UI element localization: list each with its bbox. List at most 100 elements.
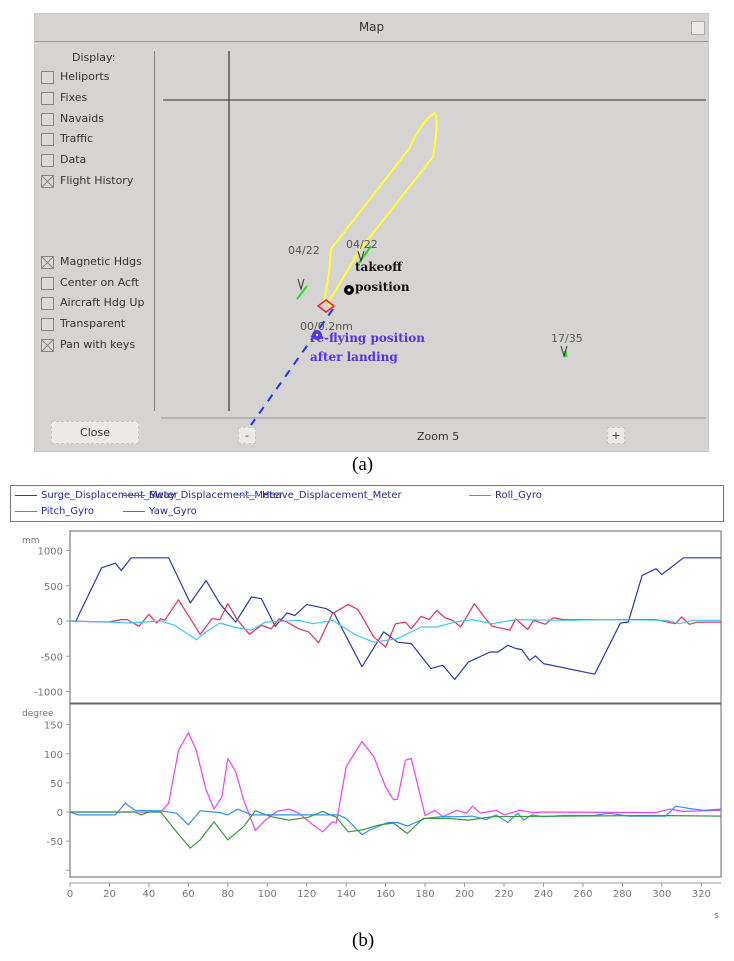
range-label: 00/0.2nm <box>300 320 353 333</box>
legend-item: Pitch_Gyro <box>15 506 94 517</box>
window-maximize-button[interactable] <box>691 21 705 35</box>
legend-swatch <box>15 494 37 497</box>
legend-item: Yaw_Gyro <box>123 506 197 517</box>
runway-label: 17/35 <box>551 332 583 345</box>
flight-history-path <box>323 111 438 308</box>
legend-swatch <box>123 494 145 497</box>
caption-a: (a) <box>352 454 374 475</box>
aircraft-marker-icon <box>316 299 336 313</box>
x-tick-label: 300 <box>652 889 671 900</box>
x-tick-label: 260 <box>573 889 592 900</box>
x-tick-label: 140 <box>337 889 356 900</box>
chart-legend: Surge_Displacement_Meter Sway_Displacemen… <box>10 485 724 522</box>
legend-label: Surge_Displacement_Meter <box>41 490 178 501</box>
checkbox-fixes[interactable] <box>41 92 54 105</box>
checkbox-aircraft-hdg-up[interactable] <box>41 297 54 310</box>
y-tick-label: 100 <box>44 750 63 761</box>
option-label: Fixes <box>60 91 88 104</box>
legend-swatch <box>123 510 145 513</box>
option-label: Data <box>60 153 87 166</box>
y-axis-label: mm <box>22 536 40 546</box>
takeoff-annotation: takeoff <box>355 260 403 274</box>
caption-b: (b) <box>352 930 375 951</box>
series-line-surge_displacement_meter <box>70 557 721 681</box>
y-tick-label: -1000 <box>34 688 63 699</box>
option-label: Navaids <box>60 112 104 125</box>
checkbox-heliports[interactable] <box>41 71 54 84</box>
option-label: Aircraft Hdg Up <box>60 296 145 309</box>
option-label: Pan with keys <box>60 338 136 351</box>
x-tick-label: 60 <box>182 889 195 900</box>
map-title: Map <box>35 14 708 42</box>
zoom-in-button[interactable]: + <box>607 427 625 444</box>
option-label: Flight History <box>60 174 134 187</box>
x-tick-label: 200 <box>455 889 474 900</box>
x-tick-label: 320 <box>692 889 711 900</box>
legend-label: Sway_Displacement_Meter <box>149 490 284 501</box>
legend-item: Sway_Displacement_Meter <box>123 490 283 501</box>
map-canvas[interactable] <box>161 51 706 451</box>
x-tick-label: 120 <box>297 889 316 900</box>
checkbox-traffic[interactable] <box>41 133 54 146</box>
checkbox-flight-history[interactable] <box>41 175 54 188</box>
zoom-out-button[interactable]: - <box>238 427 256 444</box>
option-label: Heliports <box>60 70 110 83</box>
legend-item: Surge_Displacement_Meter <box>15 490 178 501</box>
y-tick-label: 0 <box>57 617 63 628</box>
x-tick-label: 280 <box>613 889 632 900</box>
display-heading: Display: <box>72 51 116 64</box>
option-label: Magnetic Hdgs <box>60 255 142 268</box>
refly-annotation: re-flying position <box>310 331 426 345</box>
legend-swatch <box>469 494 491 497</box>
check-x-icon <box>42 257 53 268</box>
series-line-heave_displacement_meter <box>69 618 721 643</box>
x-tick-label: 80 <box>221 889 234 900</box>
x-tick-label: 180 <box>416 889 435 900</box>
x-tick-label: 160 <box>376 889 395 900</box>
y-tick-label: -500 <box>40 652 63 663</box>
legend-swatch <box>15 510 37 513</box>
legend-label: Roll_Gyro <box>495 490 542 501</box>
plot-area <box>69 703 722 878</box>
y-axis-label: degree <box>22 709 54 719</box>
runway-label: 04/22 <box>346 238 378 251</box>
x-tick-label: 0 <box>67 889 73 900</box>
checkbox-center-on-acft[interactable] <box>41 277 54 290</box>
checkbox-pan-with-keys[interactable] <box>41 339 54 352</box>
y-tick-label: 1000 <box>38 547 63 558</box>
checkbox-magnetic-hdgs[interactable] <box>41 256 54 269</box>
checkbox-data[interactable] <box>41 154 54 167</box>
x-tick-label: 40 <box>143 889 156 900</box>
legend-label: Heave_Displacement_Meter <box>262 490 402 501</box>
series-line-roll_gyro <box>70 732 722 833</box>
check-x-icon <box>42 340 53 351</box>
x-tick-label: 240 <box>534 889 553 900</box>
close-button[interactable]: Close <box>51 421 139 444</box>
checkbox-navaids[interactable] <box>41 113 54 126</box>
legend-label: Yaw_Gyro <box>149 506 197 517</box>
series-line-yaw_gyro <box>70 810 722 849</box>
y-tick-label: -50 <box>47 837 63 848</box>
series-line-pitch_gyro <box>69 802 722 836</box>
heliport-icon <box>297 250 568 358</box>
zoom-level: Zoom 5 <box>417 430 460 443</box>
option-label: Traffic <box>60 132 94 145</box>
x-axis-label: s <box>714 911 719 921</box>
checkbox-transparent[interactable] <box>41 318 54 331</box>
legend-item: Heave_Displacement_Meter <box>236 490 402 501</box>
legend-item: Roll_Gyro <box>469 490 542 501</box>
map-window: Map Display: Heliports Fixes Navaids Traffi… <box>34 13 709 452</box>
option-label: Transparent <box>60 317 126 330</box>
x-tick-label: 100 <box>258 889 277 900</box>
legend-label: Pitch_Gyro <box>41 506 95 517</box>
check-x-icon <box>42 176 53 187</box>
y-tick-label: 500 <box>44 582 63 593</box>
takeoff-annotation: position <box>355 280 410 294</box>
x-tick-label: 220 <box>494 889 513 900</box>
x-tick-label: 20 <box>103 889 116 900</box>
panel-divider <box>154 51 155 411</box>
plot-area <box>69 530 722 704</box>
refly-annotation: after landing <box>310 350 398 364</box>
y-tick-label: 50 <box>50 779 63 790</box>
